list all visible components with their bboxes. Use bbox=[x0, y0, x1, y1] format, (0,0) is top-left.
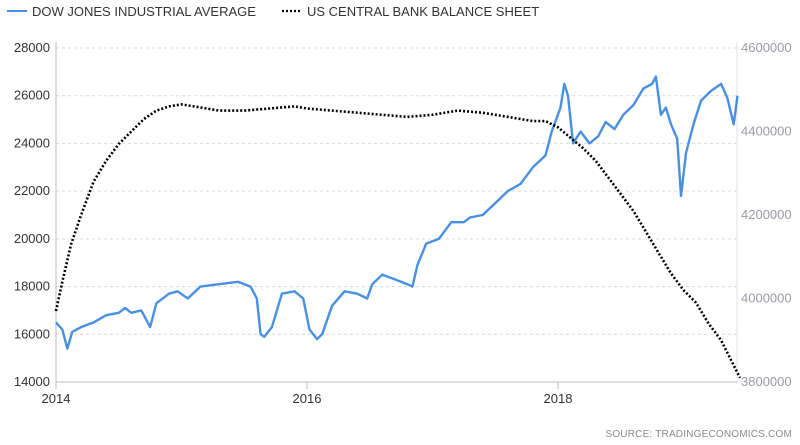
series-line-dow bbox=[55, 75, 739, 350]
left-tick-label: 18000 bbox=[14, 279, 50, 294]
legend-label-dow: DOW JONES INDUSTRIAL AVERAGE bbox=[32, 4, 256, 19]
right-tick-label: 4400000 bbox=[741, 124, 792, 139]
left-axis-ticks: 14000 16000 18000 20000 22000 24000 26000 28000 bbox=[14, 40, 50, 389]
right-axis-ticks: 3800000 4000000 4200000 4400000 4600000 bbox=[741, 40, 792, 389]
right-tick-label: 4600000 bbox=[741, 40, 792, 55]
left-tick-label: 26000 bbox=[14, 88, 50, 103]
left-tick-label: 22000 bbox=[14, 183, 50, 198]
right-tick-label: 4000000 bbox=[741, 291, 792, 306]
series-line-balance-sheet bbox=[54, 103, 742, 379]
left-tick-label: 28000 bbox=[14, 40, 50, 55]
x-tick-label: 2018 bbox=[544, 391, 573, 406]
x-tick-label: 2014 bbox=[42, 391, 71, 406]
right-tick-label: 3800000 bbox=[741, 374, 792, 389]
gridlines bbox=[56, 47, 737, 335]
series-lines bbox=[54, 75, 742, 379]
x-axis: 2014 2016 2018 bbox=[42, 42, 738, 406]
right-tick-label: 4200000 bbox=[741, 207, 792, 222]
left-tick-label: 24000 bbox=[14, 135, 50, 150]
left-tick-label: 14000 bbox=[14, 374, 50, 389]
x-tick-label: 2016 bbox=[293, 391, 322, 406]
legend-label-balance-sheet: US CENTRAL BANK BALANCE SHEET bbox=[307, 4, 539, 19]
left-tick-label: 20000 bbox=[14, 231, 50, 246]
legend: DOW JONES INDUSTRIAL AVERAGE US CENTRAL … bbox=[7, 4, 539, 19]
left-tick-label: 16000 bbox=[14, 326, 50, 341]
source-note: SOURCE: TRADINGECONOMICS.COM bbox=[605, 429, 792, 440]
